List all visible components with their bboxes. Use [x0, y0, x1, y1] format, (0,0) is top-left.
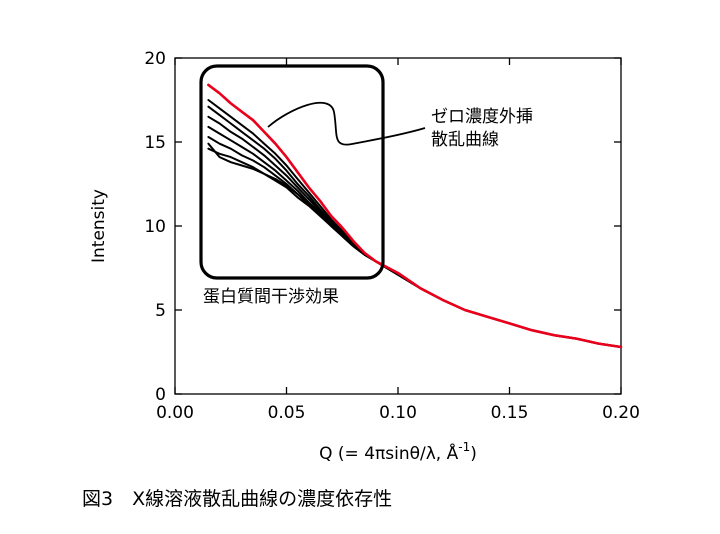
x-axis-ticks: 0.00 0.05 0.10 0.15 0.20 [156, 58, 640, 423]
y-tick-label-4: 20 [144, 49, 166, 69]
x-tick-label-4: 0.20 [602, 403, 640, 423]
figure-caption: 図3 X線溶液散乱曲線の濃度依存性 [82, 488, 392, 510]
series-layer [207, 83, 623, 349]
series-concentration-3 [207, 115, 622, 348]
x-tick-label-2: 0.10 [379, 403, 417, 423]
y-tick-label-0: 0 [155, 385, 166, 405]
x-tick-label-3: 0.15 [491, 403, 529, 423]
y-axis-label: Intensity [89, 189, 109, 263]
series-concentration-5 [207, 136, 622, 348]
x-axis-label-superscript: -1 [458, 440, 470, 454]
callout-line [267, 101, 426, 146]
x-axis-label: Q (= 4πsinθ/λ, Å-1) [319, 440, 477, 464]
interference-region-box [199, 64, 385, 280]
plot-frame [174, 57, 622, 395]
y-tick-label-3: 15 [144, 133, 166, 153]
y-tick-label-2: 10 [144, 217, 166, 237]
series-zero-extrapolated [207, 83, 623, 349]
series-concentration-7 [207, 142, 622, 348]
x-axis-label-suffix: ) [470, 444, 477, 464]
interference-label: 蛋白質間干渉効果 [203, 287, 339, 307]
series-concentration-6 [207, 147, 622, 348]
y-tick-label-1: 5 [155, 301, 166, 321]
series-concentration-2 [207, 105, 622, 348]
zero-extrap-label-line2: 散乱曲線 [431, 130, 499, 150]
x-axis-label-main: Q (= 4πsinθ/λ, Å [319, 442, 458, 464]
y-axis-ticks: 0 5 10 15 20 [144, 49, 621, 405]
x-tick-label-0: 0.00 [156, 403, 194, 423]
zero-extrap-label-line1: ゼロ濃度外挿 [431, 107, 533, 127]
x-tick-label-1: 0.05 [268, 403, 306, 423]
